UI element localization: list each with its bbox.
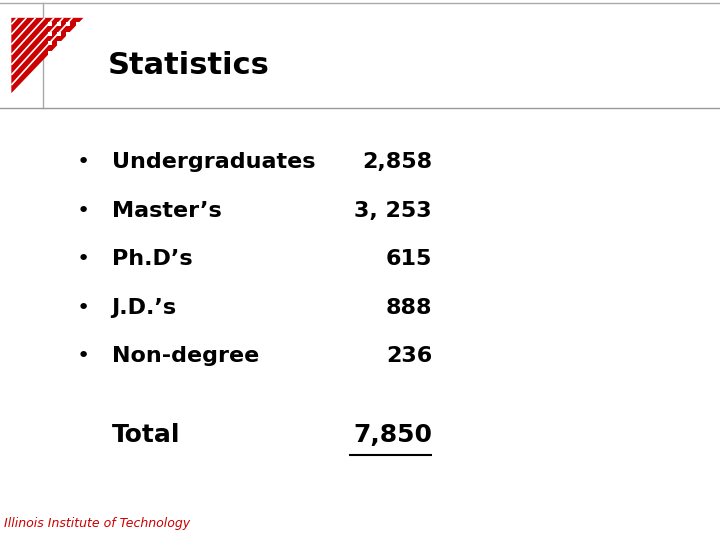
Text: •: • xyxy=(76,152,89,172)
Text: 3, 253: 3, 253 xyxy=(354,200,432,221)
Text: •: • xyxy=(76,200,89,221)
Text: Statistics: Statistics xyxy=(108,51,270,80)
Text: Master’s: Master’s xyxy=(112,200,221,221)
Text: Total: Total xyxy=(112,423,180,447)
Text: •: • xyxy=(76,298,89,318)
Text: Illinois Institute of Technology: Illinois Institute of Technology xyxy=(4,517,190,530)
Text: Ph.D’s: Ph.D’s xyxy=(112,249,192,269)
Text: 888: 888 xyxy=(385,298,432,318)
Text: Undergraduates: Undergraduates xyxy=(112,152,315,172)
Text: J.D.’s: J.D.’s xyxy=(112,298,176,318)
Text: 2,858: 2,858 xyxy=(362,152,432,172)
Text: •: • xyxy=(76,249,89,269)
Text: 7,850: 7,850 xyxy=(353,423,432,447)
Polygon shape xyxy=(12,18,84,93)
Text: 615: 615 xyxy=(386,249,432,269)
Text: •: • xyxy=(76,346,89,367)
Text: Non-degree: Non-degree xyxy=(112,346,259,367)
Text: 236: 236 xyxy=(386,346,432,367)
